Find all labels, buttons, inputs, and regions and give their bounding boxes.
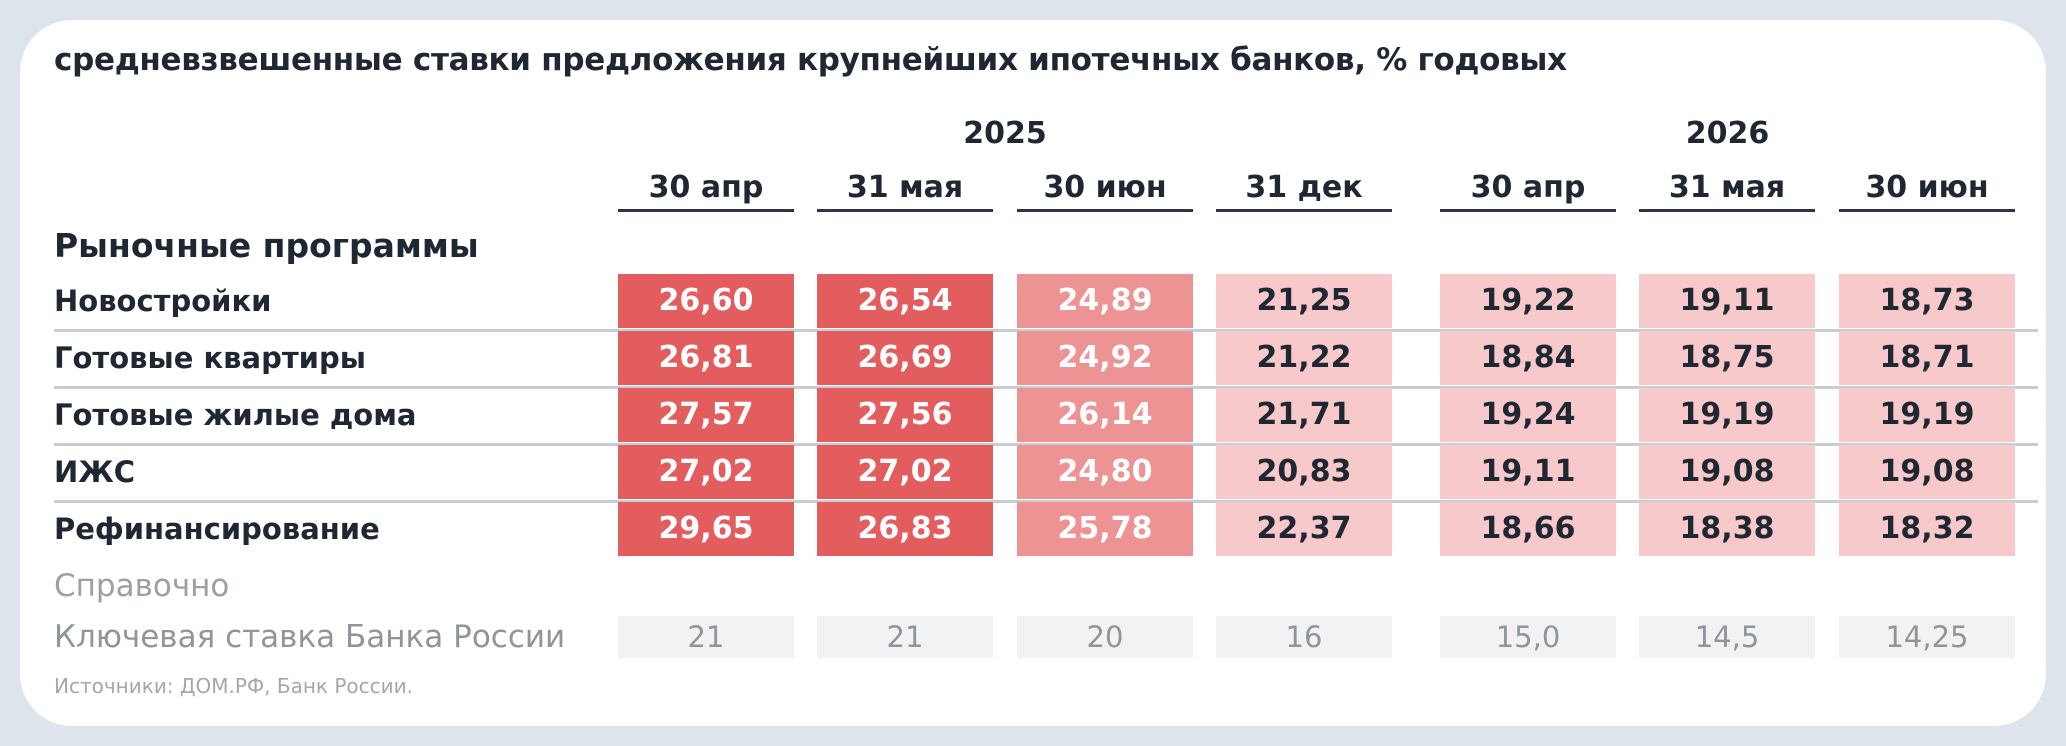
row-separator [54,500,2038,503]
row-label: Готовые жилые дома [54,398,417,432]
row-label: Рефинансирование [54,512,380,546]
reference-row-label: Ключевая ставка Банка России [54,619,566,655]
row-label: Готовые квартиры [54,341,366,375]
row-label: Новостройки [54,284,272,318]
chart-title: средневзвешенные ставки предложения круп… [54,42,1567,78]
table-cell: 19,11 [1440,445,1616,499]
section-label: Рыночные программы [54,226,479,265]
table-cell: 27,57 [618,388,794,442]
column-header: 31 мая [817,170,993,212]
table-cell: 18,66 [1440,502,1616,556]
reference-cell: 16 [1216,616,1392,658]
table-cell: 26,81 [618,331,794,385]
table-cell: 19,19 [1639,388,1815,442]
table-cell: 25,78 [1017,502,1193,556]
reference-cell: 14,25 [1839,616,2015,658]
table-cell: 19,19 [1839,388,2015,442]
reference-cell: 21 [618,616,794,658]
column-header: 31 дек [1216,170,1392,212]
table-cell: 29,65 [618,502,794,556]
table-cell: 19,22 [1440,274,1616,328]
table-cell: 18,38 [1639,502,1815,556]
reference-cell: 21 [817,616,993,658]
column-header: 30 апр [618,170,794,212]
table-cell: 19,08 [1839,445,2015,499]
table-cell: 27,56 [817,388,993,442]
table-cell: 21,25 [1216,274,1392,328]
table-cell: 18,73 [1839,274,2015,328]
column-header: 30 апр [1440,170,1616,212]
table-cell: 24,89 [1017,274,1193,328]
table-cell: 27,02 [817,445,993,499]
table-cell: 19,08 [1639,445,1815,499]
table-cell: 26,69 [817,331,993,385]
table-cell: 20,83 [1216,445,1392,499]
table-cell: 24,92 [1017,331,1193,385]
table-cell: 18,84 [1440,331,1616,385]
year-label: 2025 [963,116,1047,151]
table-cell: 19,11 [1639,274,1815,328]
table-cell: 27,02 [618,445,794,499]
year-label: 2026 [1685,116,1770,151]
source-note: Источники: ДОМ.РФ, Банк России. [54,674,414,698]
table-card: средневзвешенные ставки предложения круп… [20,20,2046,726]
row-label: ИЖС [54,455,136,489]
column-header: 31 мая [1639,170,1815,212]
table-cell: 26,14 [1017,388,1193,442]
reference-cell: 15,0 [1440,616,1616,658]
row-separator [54,443,2038,446]
row-separator [54,386,2038,389]
table-cell: 18,32 [1839,502,2015,556]
table-cell: 18,71 [1839,331,2015,385]
column-header: 30 июн [1017,170,1193,212]
reference-cell: 14,5 [1639,616,1815,658]
table-cell: 24,80 [1017,445,1193,499]
table-cell: 26,83 [817,502,993,556]
table-cell: 18,75 [1639,331,1815,385]
table-cell: 22,37 [1216,502,1392,556]
table-cell: 21,71 [1216,388,1392,442]
table-cell: 26,60 [618,274,794,328]
table-cell: 21,22 [1216,331,1392,385]
reference-section-label: Справочно [54,568,230,604]
reference-cell: 20 [1017,616,1193,658]
table-cell: 26,54 [817,274,993,328]
table-cell: 19,24 [1440,388,1616,442]
row-separator [54,329,2038,332]
column-header: 30 июн [1839,170,2015,212]
